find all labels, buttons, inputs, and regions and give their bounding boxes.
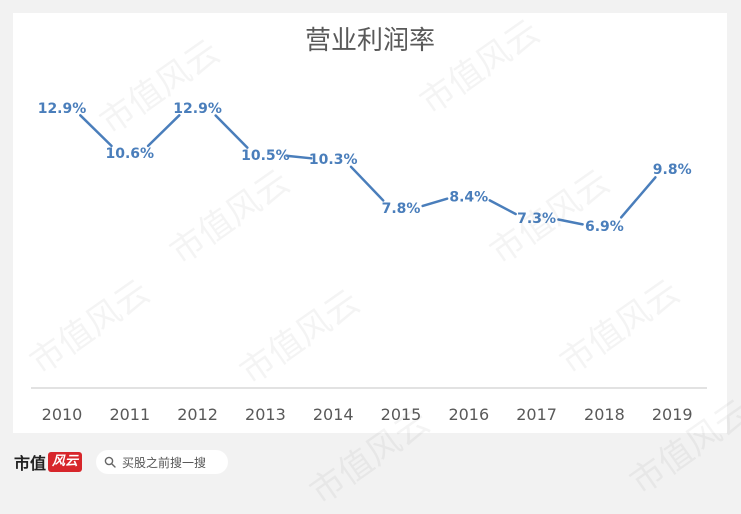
series-line-segment (146, 114, 181, 148)
brand-mark: 风云 (48, 452, 83, 472)
data-label: 8.4% (449, 189, 488, 205)
series-line-segment (349, 165, 385, 202)
x-tick-label: 2018 (584, 405, 625, 424)
data-label: 10.3% (309, 152, 358, 168)
data-label: 10.5% (241, 148, 290, 164)
data-label: 6.9% (585, 219, 624, 235)
chart-title: 营业利润率 (305, 26, 435, 56)
data-label: 7.3% (517, 211, 556, 227)
series-line-segment (488, 199, 517, 216)
data-label: 10.6% (106, 146, 155, 162)
x-tick-label: 2010 (42, 405, 83, 424)
data-label: 7.8% (382, 201, 421, 217)
x-tick-label: 2016 (448, 405, 489, 424)
search-icon (104, 456, 116, 468)
series-line-segment (619, 176, 657, 219)
line-chart: 营业利润率 12.9% 10.6% 12.9% 10.5% 10.3% 7.8% 8.4% 7… (31, 26, 707, 424)
x-tick-label: 2014 (313, 405, 354, 424)
x-tick-label: 2012 (177, 405, 218, 424)
series-line-segment (557, 218, 584, 226)
chart-card: 营业利润率 12.9% 10.6% 12.9% 10.5% 10.3% 7.8% 8.4% 7… (13, 13, 727, 433)
data-label: 9.8% (653, 162, 692, 178)
search-box[interactable]: 买股之前搜一搜 (96, 450, 228, 474)
x-tick-label: 2013 (245, 405, 286, 424)
data-label: 12.9% (38, 101, 87, 117)
brand-text: 市值 (14, 454, 47, 473)
series-line-segment (421, 197, 449, 208)
footer-bar: 市值 风云 买股之前搜一搜 (0, 440, 741, 486)
series-line-segment (79, 114, 113, 148)
x-tick-label: 2015 (381, 405, 422, 424)
series-line-segment (214, 114, 249, 149)
series-line-segment (286, 154, 313, 160)
brand-logo[interactable]: 市值 风云 (14, 450, 83, 474)
search-text: 买股之前搜一搜 (122, 455, 207, 470)
data-label: 12.9% (173, 101, 222, 117)
x-tick-label: 2011 (109, 405, 150, 424)
x-tick-label: 2019 (652, 405, 693, 424)
x-tick-label: 2017 (516, 405, 557, 424)
